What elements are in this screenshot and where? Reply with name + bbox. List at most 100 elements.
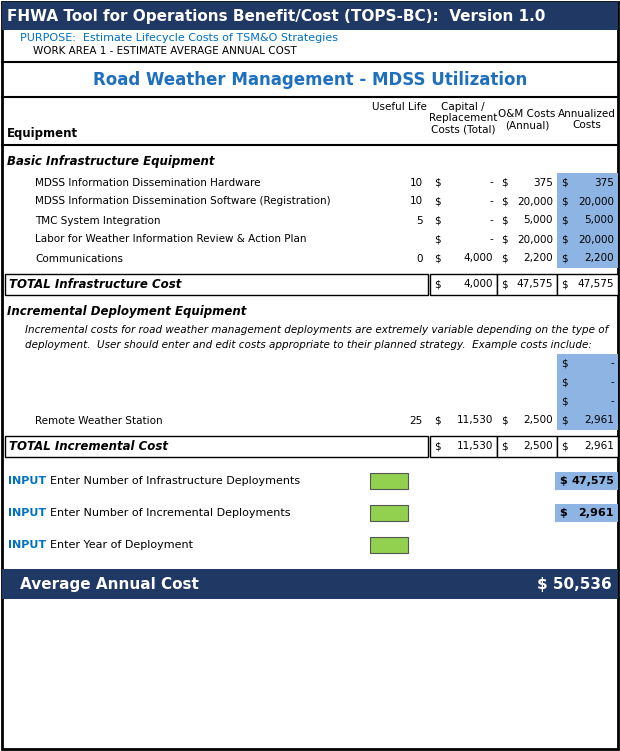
Text: -: -	[489, 234, 493, 245]
Text: $: $	[434, 279, 441, 289]
Text: Useful Life: Useful Life	[371, 102, 427, 112]
Text: $: $	[434, 197, 441, 207]
Text: Replacement: Replacement	[429, 113, 497, 123]
Text: $: $	[501, 177, 508, 188]
Text: $: $	[561, 378, 568, 388]
Text: -: -	[489, 216, 493, 225]
Text: 20,000: 20,000	[517, 234, 553, 245]
Text: Remote Weather Station: Remote Weather Station	[35, 415, 162, 426]
Bar	[2, 2, 618, 30]
Bar	[5, 274, 428, 295]
Bar	[5, 436, 428, 457]
Text: MDSS Information Dissemination Software (Registration): MDSS Information Dissemination Software …	[35, 197, 330, 207]
Text: Incremental Deployment Equipment: Incremental Deployment Equipment	[7, 306, 246, 318]
Text: 20,000: 20,000	[517, 197, 553, 207]
Bar	[557, 173, 618, 192]
Bar	[557, 211, 618, 230]
Bar	[557, 392, 618, 411]
Bar	[370, 537, 408, 553]
Text: $: $	[561, 234, 568, 245]
Text: 5: 5	[417, 216, 423, 225]
Text: $: $	[561, 415, 568, 426]
Bar	[557, 249, 618, 268]
Text: $: $	[501, 216, 508, 225]
Text: 4,000: 4,000	[464, 254, 493, 264]
Text: $: $	[501, 279, 508, 289]
Text: $: $	[434, 177, 441, 188]
Text: Basic Infrastructure Equipment: Basic Infrastructure Equipment	[7, 155, 215, 168]
Text: Equipment: Equipment	[7, 127, 78, 140]
Bar	[555, 504, 618, 522]
Text: TOTAL Incremental Cost: TOTAL Incremental Cost	[9, 440, 168, 453]
Text: 1: 1	[386, 508, 392, 518]
Text: deployment.  User should enter and edit costs appropriate to their planned strat: deployment. User should enter and edit c…	[25, 340, 592, 350]
Text: $: $	[561, 177, 568, 188]
Text: Enter Number of Infrastructure Deployments: Enter Number of Infrastructure Deploymen…	[50, 476, 300, 486]
Text: 2,961: 2,961	[578, 508, 614, 518]
Text: Enter Number of Incremental Deployments: Enter Number of Incremental Deployments	[50, 508, 291, 518]
Text: -: -	[489, 197, 493, 207]
Text: 375: 375	[533, 177, 553, 188]
Bar	[430, 436, 497, 457]
Text: INPUT: INPUT	[8, 508, 46, 518]
Text: 2,200: 2,200	[523, 254, 553, 264]
Text: 11,530: 11,530	[456, 415, 493, 426]
Text: 47,575: 47,575	[577, 279, 614, 289]
Bar	[497, 436, 557, 457]
Text: Costs: Costs	[572, 120, 601, 130]
Text: $: $	[561, 358, 568, 369]
Text: $: $	[561, 442, 568, 451]
Text: 47,575: 47,575	[516, 279, 553, 289]
Bar	[557, 230, 618, 249]
Text: $: $	[434, 254, 441, 264]
Text: 1: 1	[386, 476, 392, 486]
Text: 2,500: 2,500	[523, 442, 553, 451]
Text: $: $	[434, 415, 441, 426]
Text: (Annual): (Annual)	[505, 120, 549, 130]
Text: -: -	[610, 378, 614, 388]
Bar	[430, 274, 497, 295]
Text: INPUT: INPUT	[8, 476, 46, 486]
Text: 2,961: 2,961	[584, 442, 614, 451]
Text: FHWA Tool for Operations Benefit/Cost (TOPS-BC):  Version 1.0: FHWA Tool for Operations Benefit/Cost (T…	[7, 8, 546, 23]
Text: Costs (Total): Costs (Total)	[431, 124, 495, 134]
Text: $: $	[501, 442, 508, 451]
Text: 2,500: 2,500	[523, 415, 553, 426]
Text: $: $	[561, 397, 568, 406]
Text: $ 50,536: $ 50,536	[538, 577, 612, 592]
Text: TOTAL Infrastructure Cost: TOTAL Infrastructure Cost	[9, 278, 182, 291]
Bar	[370, 473, 408, 489]
Text: 375: 375	[594, 177, 614, 188]
Text: $: $	[434, 216, 441, 225]
Text: 10: 10	[410, 197, 423, 207]
Text: WORK AREA 1 - ESTIMATE AVERAGE ANNUAL COST: WORK AREA 1 - ESTIMATE AVERAGE ANNUAL CO…	[33, 46, 297, 56]
Bar	[555, 472, 618, 490]
Bar	[557, 436, 618, 457]
Text: $: $	[559, 508, 567, 518]
Text: Road Weather Management - MDSS Utilization: Road Weather Management - MDSS Utilizati…	[93, 71, 527, 89]
Text: 2,200: 2,200	[585, 254, 614, 264]
Text: 2014: 2014	[375, 540, 403, 550]
Text: 10: 10	[410, 177, 423, 188]
Text: $: $	[501, 197, 508, 207]
Text: 2,961: 2,961	[584, 415, 614, 426]
Text: O&M Costs: O&M Costs	[498, 109, 556, 119]
Text: $: $	[501, 234, 508, 245]
Text: Annualized: Annualized	[558, 109, 616, 119]
Text: 0: 0	[417, 254, 423, 264]
Text: 25: 25	[410, 415, 423, 426]
Text: Average Annual Cost: Average Annual Cost	[20, 577, 199, 592]
Text: PURPOSE:  Estimate Lifecycle Costs of TSM&O Strategies: PURPOSE: Estimate Lifecycle Costs of TSM…	[20, 33, 338, 43]
Text: $: $	[561, 254, 568, 264]
Text: MDSS Information Dissemination Hardware: MDSS Information Dissemination Hardware	[35, 177, 260, 188]
Bar	[497, 274, 557, 295]
Text: 20,000: 20,000	[578, 234, 614, 245]
Bar	[557, 373, 618, 392]
Text: $: $	[561, 197, 568, 207]
Text: Incremental costs for road weather management deployments are extremely variable: Incremental costs for road weather manag…	[25, 325, 608, 335]
Text: INPUT: INPUT	[8, 540, 46, 550]
Text: $: $	[501, 254, 508, 264]
Text: Enter Year of Deployment: Enter Year of Deployment	[50, 540, 193, 550]
Text: $: $	[559, 476, 567, 486]
Text: 4,000: 4,000	[464, 279, 493, 289]
